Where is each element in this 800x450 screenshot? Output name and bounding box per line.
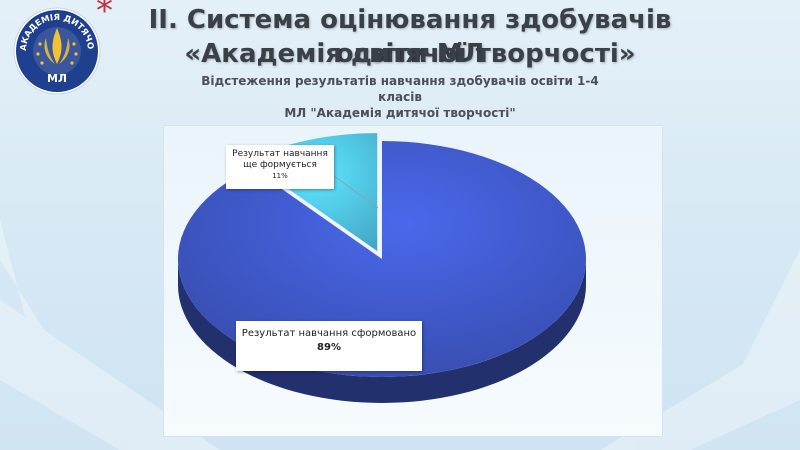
data-label-small-slice: Результат навчання ще формується 11% — [226, 145, 334, 189]
chart-plot-area: Результат навчання ще формується 11% Рез… — [163, 125, 663, 437]
data-label-large-slice: Результат навчання сформовано 89% — [236, 321, 422, 371]
logo-abbreviation: МЛ — [47, 72, 67, 85]
leader-line-small-slice — [333, 175, 379, 209]
academy-logo: АКАДЕМІЯ ДИТЯЧОЇ ТВОРЧОСТІ МЛ — [12, 6, 101, 95]
data-label-small-slice-name: Результат навчання ще формується — [232, 149, 328, 170]
chart-title-line3: МЛ "Академія дитячої творчості" — [284, 106, 516, 120]
title-asterisk: * — [96, 0, 113, 31]
slide-title-line2: «Академія дитячої творчості» — [184, 39, 636, 69]
data-label-large-slice-value: 89% — [317, 342, 341, 353]
data-label-small-slice-value: 11% — [272, 172, 288, 180]
chart-title-line1: Відстеження результатів навчання здобува… — [201, 74, 599, 88]
data-label-large-slice-name: Результат навчання сформовано — [241, 328, 417, 339]
slide-title-line1: II. Система оцінювання здобувачів освіти… — [148, 5, 672, 69]
pie-slice-1-top — [177, 141, 587, 377]
chart-title-line2: класів — [378, 90, 422, 104]
